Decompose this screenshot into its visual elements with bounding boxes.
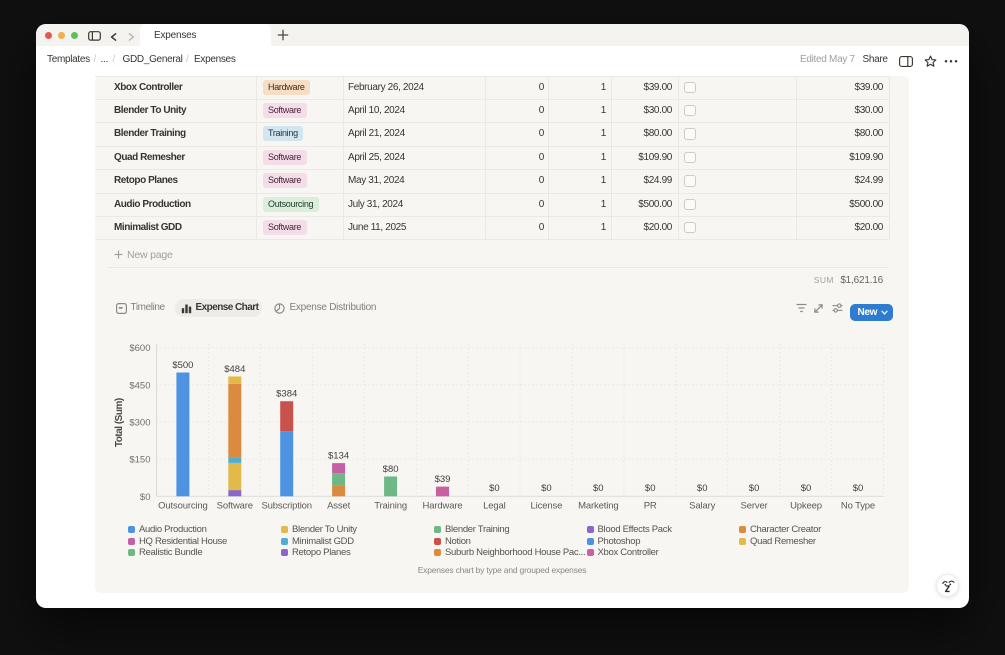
svg-text:$384: $384 bbox=[276, 389, 297, 400]
svg-text:Total (Sum): Total (Sum) bbox=[114, 398, 125, 447]
svg-text:$0: $0 bbox=[593, 483, 604, 494]
svg-text:$0: $0 bbox=[140, 492, 151, 503]
svg-text:$450: $450 bbox=[129, 380, 150, 391]
svg-text:Legal: Legal bbox=[483, 500, 506, 511]
svg-text:Salary: Salary bbox=[689, 500, 715, 511]
svg-text:$80: $80 bbox=[383, 464, 399, 475]
svg-text:$500: $500 bbox=[172, 360, 193, 371]
svg-text:Training: Training bbox=[374, 500, 407, 511]
svg-text:PR: PR bbox=[644, 500, 657, 511]
svg-text:$150: $150 bbox=[129, 455, 150, 466]
svg-text:Marketing: Marketing bbox=[578, 500, 618, 511]
svg-text:$0: $0 bbox=[853, 483, 864, 494]
svg-text:Upkeep: Upkeep bbox=[790, 500, 822, 511]
svg-text:$0: $0 bbox=[541, 483, 552, 494]
svg-text:$600: $600 bbox=[129, 343, 150, 354]
svg-text:Subscription: Subscription bbox=[261, 500, 311, 511]
svg-text:$300: $300 bbox=[129, 417, 150, 428]
svg-text:Asset: Asset bbox=[327, 500, 351, 511]
svg-text:$0: $0 bbox=[697, 483, 708, 494]
svg-text:$484: $484 bbox=[224, 364, 245, 375]
svg-text:$0: $0 bbox=[489, 483, 500, 494]
svg-text:Hardware: Hardware bbox=[423, 500, 463, 511]
svg-text:Server: Server bbox=[741, 500, 768, 511]
svg-text:$39: $39 bbox=[435, 474, 451, 485]
svg-text:$0: $0 bbox=[645, 483, 656, 494]
svg-text:$0: $0 bbox=[801, 483, 812, 494]
svg-text:License: License bbox=[531, 500, 563, 511]
svg-text:$134: $134 bbox=[328, 451, 349, 462]
svg-text:Software: Software bbox=[217, 500, 253, 511]
svg-text:Outsourcing: Outsourcing bbox=[158, 500, 208, 511]
svg-text:No Type: No Type bbox=[841, 500, 875, 511]
svg-text:$0: $0 bbox=[749, 483, 760, 494]
